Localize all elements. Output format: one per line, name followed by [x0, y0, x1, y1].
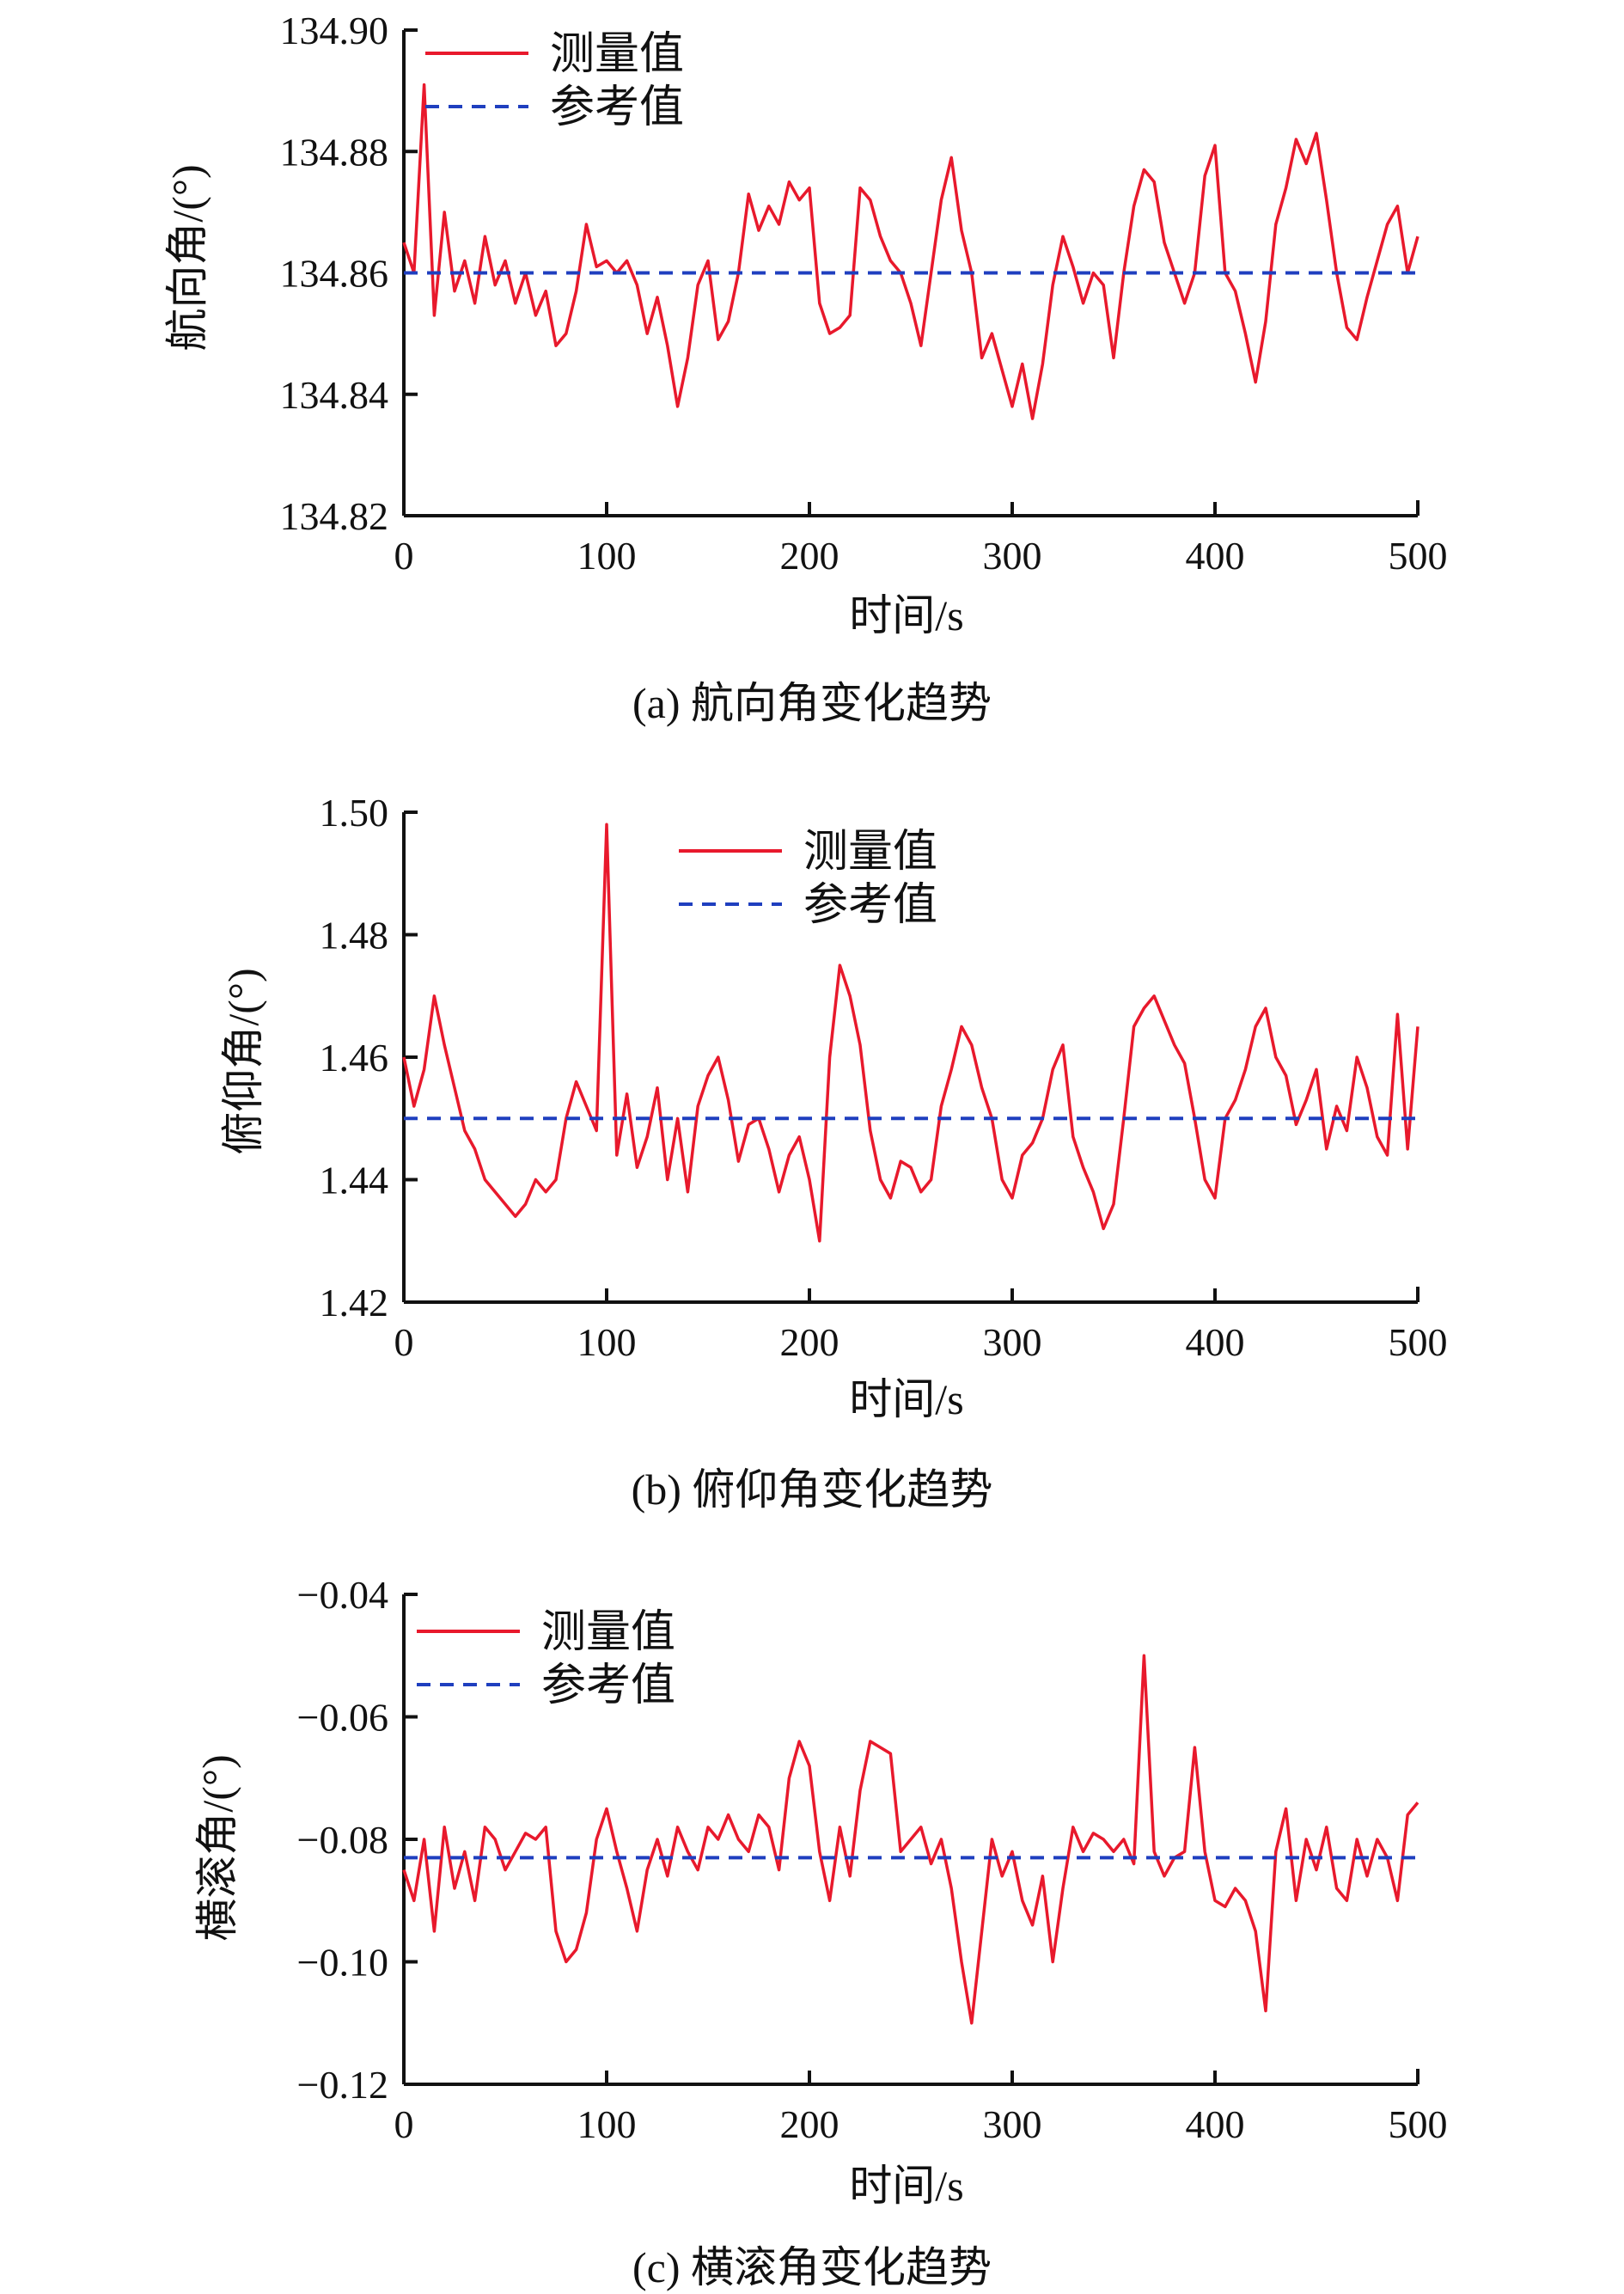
panel-pitch-chart: 俯仰角/(°) 1.42 1.44 1.46 1.48 1.50 0 100 200 300 40…	[219, 791, 1448, 1514]
y-tick-label: −0.04	[297, 1573, 388, 1617]
y-tick-label: 134.82	[280, 494, 389, 538]
y-tick-label: 134.84	[280, 373, 389, 417]
x-tick-label: 200	[780, 534, 839, 578]
y-axis-title-heading: 航向角/(°)	[163, 164, 211, 351]
y-tick-label: 1.42	[320, 1281, 389, 1324]
x-tick-label: 200	[780, 2102, 839, 2146]
legend-label-reference: 参考值	[803, 881, 937, 930]
x-tick-label: 200	[780, 1320, 839, 1364]
legend-label-reference: 参考值	[541, 1661, 675, 1710]
x-axis-title: 时间/s	[849, 2162, 963, 2210]
y-tick-label: 134.88	[280, 130, 389, 174]
x-tick-label: 500	[1389, 534, 1448, 578]
x-tick-label: 300	[983, 534, 1042, 578]
plot-area: −0.12 −0.10 −0.08 −0.06 −0.04 0 100 200 300 400 50…	[297, 1573, 1448, 2146]
x-tick-label: 100	[577, 1320, 637, 1364]
x-tick-label: 0	[394, 534, 414, 578]
x-axis-title: 时间/s	[849, 1375, 963, 1423]
y-tick-label: −0.06	[297, 1696, 388, 1740]
x-tick-label: 400	[1186, 1320, 1245, 1364]
legend-label-reference: 参考值	[550, 83, 684, 132]
measured-series-line	[402, 1654, 1419, 2025]
y-tick-label: 1.44	[320, 1159, 389, 1202]
y-axis-title-pitch: 俯仰角/(°)	[219, 968, 267, 1154]
legend-label-measured: 测量值	[541, 1608, 675, 1657]
x-axis-title: 时间/s	[849, 591, 963, 639]
panel-caption: (a) 航向角变化趋势	[632, 679, 992, 727]
x-tick-label: 500	[1389, 1320, 1448, 1364]
x-tick-label: 0	[394, 2102, 414, 2146]
x-tick-label: 0	[394, 1320, 414, 1364]
x-tick-label: 100	[577, 534, 637, 578]
y-tick-label: −0.08	[297, 1818, 388, 1862]
legend-label-measured: 测量值	[803, 828, 937, 877]
measured-series-line	[402, 823, 1419, 1243]
plot-area: 1.42 1.44 1.46 1.48 1.50 0 100 200 300 400 500 测量值参…	[320, 791, 1448, 1364]
y-tick-label: 1.46	[320, 1036, 389, 1080]
legend-label-measured: 测量值	[550, 30, 684, 79]
x-tick-label: 300	[983, 1320, 1042, 1364]
panel-caption: (b) 俯仰角变化趋势	[632, 1465, 993, 1514]
panel-caption: (c) 横滚角变化趋势	[632, 2243, 992, 2291]
y-axis-title: 俯仰角/(°)	[219, 968, 267, 1154]
x-tick-label: 500	[1389, 2102, 1448, 2146]
x-tick-label: 400	[1186, 2102, 1245, 2146]
y-axis-title: 横滚角/(°)	[193, 1754, 241, 1941]
y-tick-label: 134.90	[280, 9, 389, 52]
x-tick-label: 100	[577, 2102, 637, 2146]
y-tick-label: 134.86	[280, 252, 389, 296]
y-tick-label: 1.50	[320, 791, 389, 835]
plot-area: 134.82 134.84 134.86 134.88 134.90 0 100 200 300…	[280, 9, 1448, 578]
x-tick-label: 300	[983, 2102, 1042, 2146]
y-tick-label: −0.12	[297, 2063, 388, 2107]
y-axis-title: 航向角/(°)	[163, 164, 211, 351]
panel-roll-chart: 横滚角/(°) −0.12 −0.10 −0.08 −0.06 −0.04 0 100 200…	[193, 1573, 1448, 2291]
y-axis-title-roll: 横滚角/(°)	[193, 1754, 241, 1941]
x-tick-label: 400	[1186, 534, 1245, 578]
y-tick-label: −0.10	[297, 1941, 388, 1985]
y-tick-label: 1.48	[320, 914, 389, 957]
measured-series-line	[402, 83, 1419, 420]
